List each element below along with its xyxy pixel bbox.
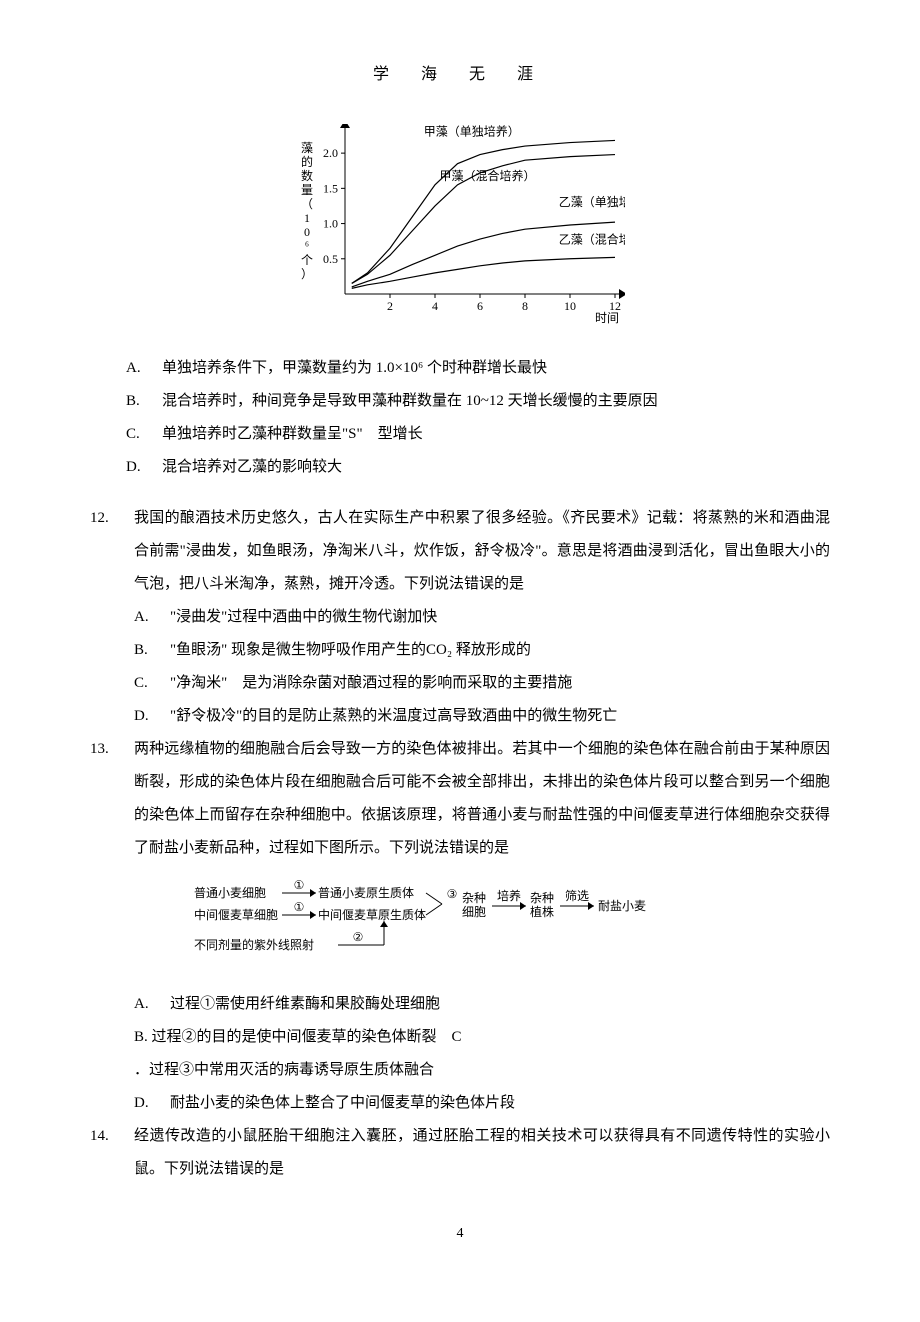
option-text: 混合培养时，种间竞争是导致甲藻种群数量在 10~12 天增长缓慢的主要原因 [162,385,658,418]
svg-text:藻: 藻 [301,141,313,155]
option-text: "鱼眼汤" 现象是微生物呼吸作用产生的CO₂ 释放形成的 [170,634,531,667]
svg-text:⁶: ⁶ [305,239,309,253]
svg-text:乙藻（单独培养）: 乙藻（单独培养） [559,194,625,209]
svg-text:细胞: 细胞 [462,905,486,919]
q13-opt-d: D. 耐盐小麦的染色体上整合了中间偃麦草的染色体片段 [134,1087,830,1120]
svg-text:筛选: 筛选 [565,888,589,903]
option-letter: A. [126,352,144,385]
svg-text:植株: 植株 [530,904,554,919]
option-letter: D. [134,700,152,733]
option-text: "净淘米" 是为消除杂菌对酿酒过程的影响而采取的主要措施 [170,667,572,700]
svg-text:①: ① [294,900,305,914]
svg-text:2: 2 [387,299,393,313]
question-stem: 两种远缘植物的细胞融合后会导致一方的染色体被排出。若其中一个细胞的染色体在融合前… [134,733,830,865]
option-text: 混合培养对乙藻的影响较大 [162,451,342,484]
page-header: 学 海 无 涯 [90,60,830,84]
svg-text:普通小麦原生质体: 普通小麦原生质体 [318,886,414,900]
option-text: 单独培养时乙藻种群数量呈"S" 型增长 [162,418,423,451]
option-text: 耐盐小麦的染色体上整合了中间偃麦草的染色体片段 [170,1087,515,1120]
q11-opt-a: A. 单独培养条件下，甲藻数量约为 1.0×10⁶ 个时种群增长最快 [126,352,830,385]
svg-text:0.5: 0.5 [323,252,338,266]
option-letter: C. [126,418,144,451]
svg-text:1.0: 1.0 [323,217,338,231]
option-text: "舒令极冷"的目的是防止蒸熟的米温度过高导致酒曲中的微生物死亡 [170,700,617,733]
option-letter: D. [126,451,144,484]
option-letter: B. [134,634,152,667]
svg-text:③: ③ [447,887,458,901]
svg-text:）: ） [301,267,313,281]
question-stem: 我国的酿酒技术历史悠久，古人在实际生产中积累了很多经验。《齐民要术》记载：将蒸熟… [134,502,830,601]
svg-text:0: 0 [304,225,310,239]
q12: 12. 我国的酿酒技术历史悠久，古人在实际生产中积累了很多经验。《齐民要术》记载… [90,502,830,601]
svg-text:个: 个 [301,253,313,267]
question-number: 13. [90,733,118,865]
svg-text:量: 量 [301,183,313,197]
q13-opt-a: A. 过程①需使用纤维素酶和果胶酶处理细胞 [134,988,830,1021]
svg-text:1.5: 1.5 [323,181,338,195]
q12-opt-b: B. "鱼眼汤" 现象是微生物呼吸作用产生的CO₂ 释放形成的 [134,634,830,667]
svg-text:乙藻（混合培养）: 乙藻（混合培养） [559,231,625,246]
q11-opt-c: C. 单独培养时乙藻种群数量呈"S" 型增长 [126,418,830,451]
q11-options: A. 单独培养条件下，甲藻数量约为 1.0×10⁶ 个时种群增长最快 B. 混合… [90,352,830,484]
svg-text:普通小麦细胞: 普通小麦细胞 [194,886,266,900]
option-letter: A. [134,988,152,1021]
svg-text:1: 1 [304,211,310,225]
svg-text:2.0: 2.0 [323,146,338,160]
svg-text:培养: 培养 [497,888,521,903]
svg-text:6: 6 [477,299,483,313]
q13-opt-bc: B. 过程②的目的是使中间偃麦草的染色体断裂 C [134,1021,830,1054]
q12-opt-d: D. "舒令极冷"的目的是防止蒸熟的米温度过高导致酒曲中的微生物死亡 [134,700,830,733]
q12-options: A. "浸曲发"过程中酒曲中的微生物代谢加快 B. "鱼眼汤" 现象是微生物呼吸… [90,601,830,733]
q12-opt-c: C. "净淘米" 是为消除杂菌对酿酒过程的影响而采取的主要措施 [134,667,830,700]
option-text: 过程①需使用纤维素酶和果胶酶处理细胞 [170,988,440,1021]
q14: 14. 经遗传改造的小鼠胚胎干细胞注入囊胚，通过胚胎工程的相关技术可以获得具有不… [90,1120,830,1186]
svg-text:②: ② [353,930,364,944]
svg-text:耐盐小麦: 耐盐小麦 [598,899,646,913]
q11-opt-d: D. 混合培养对乙藻的影响较大 [126,451,830,484]
option-letter: D. [134,1087,152,1120]
question-stem: 经遗传改造的小鼠胚胎干细胞注入囊胚，通过胚胎工程的相关技术可以获得具有不同遗传特… [134,1120,830,1186]
svg-text:①: ① [294,878,305,892]
q13: 13. 两种远缘植物的细胞融合后会导致一方的染色体被排出。若其中一个细胞的染色体… [90,733,830,865]
flow-diagram: 普通小麦细胞①普通小麦原生质体中间偃麦草细胞①中间偃麦草原生质体③杂种细胞培养杂… [190,877,730,972]
svg-text:4: 4 [432,299,438,313]
svg-text:10: 10 [564,299,576,313]
algae-chart: 246810120.51.01.52.0甲藻（单独培养）甲藻（混合培养）乙藻（单… [295,124,625,324]
svg-text:不同剂量的紫外线照射: 不同剂量的紫外线照射 [194,937,314,952]
page-number: 4 [90,1226,830,1242]
option-letter: C. [134,667,152,700]
svg-text:8: 8 [522,299,528,313]
q13-options: A. 过程①需使用纤维素酶和果胶酶处理细胞 B. 过程②的目的是使中间偃麦草的染… [90,988,830,1120]
svg-text:杂种: 杂种 [530,891,554,905]
svg-text:时间（天）: 时间（天） [595,311,625,324]
svg-text:数: 数 [301,168,313,183]
flow-container: 普通小麦细胞①普通小麦原生质体中间偃麦草细胞①中间偃麦草原生质体③杂种细胞培养杂… [90,877,830,972]
question-number: 12. [90,502,118,601]
svg-text:甲藻（单独培养）: 甲藻（单独培养） [424,124,520,139]
option-letter: B. [126,385,144,418]
option-text: 单独培养条件下，甲藻数量约为 1.0×10⁶ 个时种群增长最快 [162,352,547,385]
svg-text:杂种: 杂种 [462,891,486,905]
question-number: 14. [90,1120,118,1186]
svg-text:的: 的 [301,154,313,169]
option-text: "浸曲发"过程中酒曲中的微生物代谢加快 [170,601,437,634]
q13-opt-c-cont: ．过程③中常用灭活的病毒诱导原生质体融合 [134,1054,830,1087]
q12-opt-a: A. "浸曲发"过程中酒曲中的微生物代谢加快 [134,601,830,634]
chart-container: 246810120.51.01.52.0甲藻（单独培养）甲藻（混合培养）乙藻（单… [90,124,830,324]
svg-text:中间偃麦草原生质体: 中间偃麦草原生质体 [318,907,426,922]
q11-opt-b: B. 混合培养时，种间竞争是导致甲藻种群数量在 10~12 天增长缓慢的主要原因 [126,385,830,418]
svg-text:中间偃麦草细胞: 中间偃麦草细胞 [194,907,278,922]
option-letter: A. [134,601,152,634]
svg-text:（: （ [301,197,313,211]
svg-text:甲藻（混合培养）: 甲藻（混合培养） [440,168,536,183]
